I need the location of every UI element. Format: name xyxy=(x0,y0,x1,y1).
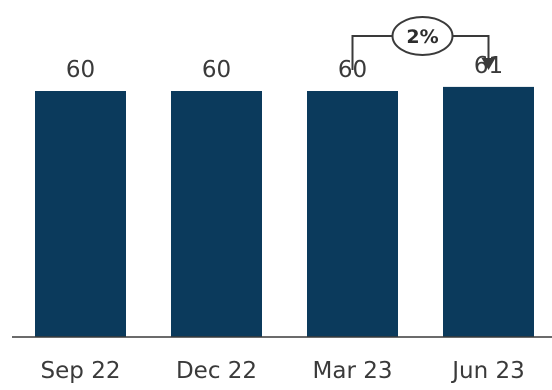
x-tick-label: Sep 22 xyxy=(41,358,121,384)
annotation-badge-label: 2% xyxy=(406,26,438,48)
bar-jun-23 xyxy=(443,86,534,338)
bar-mar-23 xyxy=(307,91,398,337)
annotation-badge xyxy=(391,16,454,56)
growth-annotation: 2% xyxy=(351,16,496,70)
bar-dec-22 xyxy=(171,91,262,337)
bar-sep-22 xyxy=(35,91,126,337)
data-label: 60 xyxy=(66,57,95,83)
data-label: 60 xyxy=(202,57,231,83)
x-tick-label: Jun 23 xyxy=(450,358,525,384)
x-tick-label: Dec 22 xyxy=(176,358,257,384)
bars-layer xyxy=(35,86,534,338)
annotation-arrowhead xyxy=(481,58,496,70)
x-tick-label: Mar 23 xyxy=(313,358,393,384)
